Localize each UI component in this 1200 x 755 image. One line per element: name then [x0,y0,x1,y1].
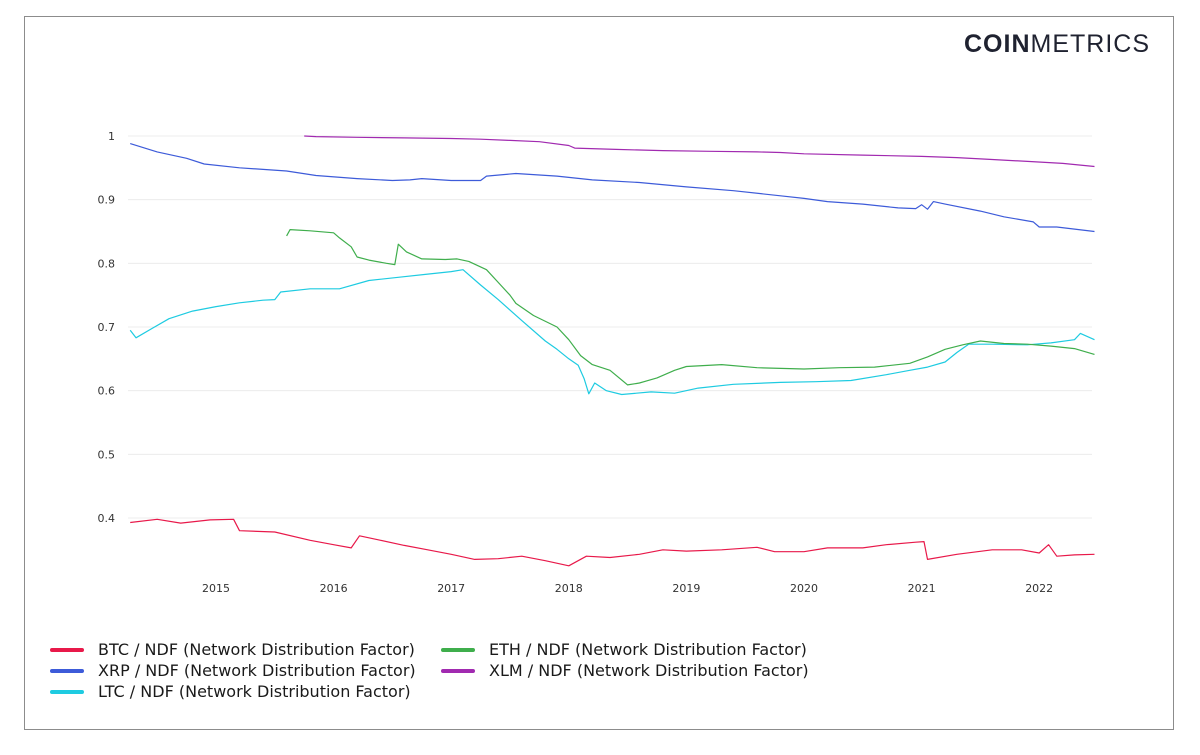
x-tick-label: 2020 [790,582,818,595]
y-tick-label: 0.7 [98,321,116,334]
legend-swatch [50,668,84,673]
legend-label: XRP / NDF (Network Distribution Factor) [98,661,416,680]
coinmetrics-logo: COINMETRICS [964,30,1150,59]
x-axis-ticks: 2015 2016 2017 2018 2019 2020 2021 2022 [202,582,1053,595]
legend-label: ETH / NDF (Network Distribution Factor) [489,640,807,659]
legend-swatch [441,647,475,652]
y-tick-label: 0.6 [98,385,116,398]
series-line-eth[interactable] [286,229,1095,386]
legend-swatch [441,668,475,673]
y-axis-ticks: 0.4 0.5 0.6 0.7 0.8 0.9 1 [98,130,116,525]
legend-item-xlm[interactable]: XLM / NDF (Network Distribution Factor) [441,661,809,680]
y-tick-label: 1 [108,130,115,143]
legend-label: BTC / NDF (Network Distribution Factor) [98,640,415,659]
x-tick-label: 2017 [437,582,465,595]
y-tick-label: 0.4 [98,512,116,525]
chart-legend[interactable]: BTC / NDF (Network Distribution Factor) X… [50,640,870,710]
series-line-xrp[interactable] [130,143,1095,233]
legend-swatch [50,689,84,694]
y-tick-label: 0.8 [98,257,116,270]
x-tick-label: 2016 [320,582,348,595]
y-tick-label: 0.9 [98,194,116,207]
x-tick-label: 2022 [1025,582,1053,595]
series-line-btc[interactable] [130,518,1095,567]
legend-label: XLM / NDF (Network Distribution Factor) [489,661,809,680]
grid-lines [128,135,1092,519]
chart-frame [24,16,1174,730]
legend-item-btc[interactable]: BTC / NDF (Network Distribution Factor) [50,640,415,659]
series-line-xlm[interactable] [304,135,1095,168]
x-tick-label: 2021 [908,582,936,595]
legend-label: LTC / NDF (Network Distribution Factor) [98,682,411,701]
logo-bold-text: COIN [964,30,1031,58]
x-tick-label: 2015 [202,582,230,595]
series-line-ltc[interactable] [129,269,1095,396]
x-tick-label: 2019 [672,582,700,595]
x-tick-label: 2018 [555,582,583,595]
legend-item-eth[interactable]: ETH / NDF (Network Distribution Factor) [441,640,807,659]
legend-swatch [50,647,84,652]
legend-item-xrp[interactable]: XRP / NDF (Network Distribution Factor) [50,661,416,680]
y-tick-label: 0.5 [98,448,116,461]
logo-regular-text: METRICS [1030,30,1150,58]
legend-item-ltc[interactable]: LTC / NDF (Network Distribution Factor) [50,682,411,701]
series-lines [129,135,1095,567]
